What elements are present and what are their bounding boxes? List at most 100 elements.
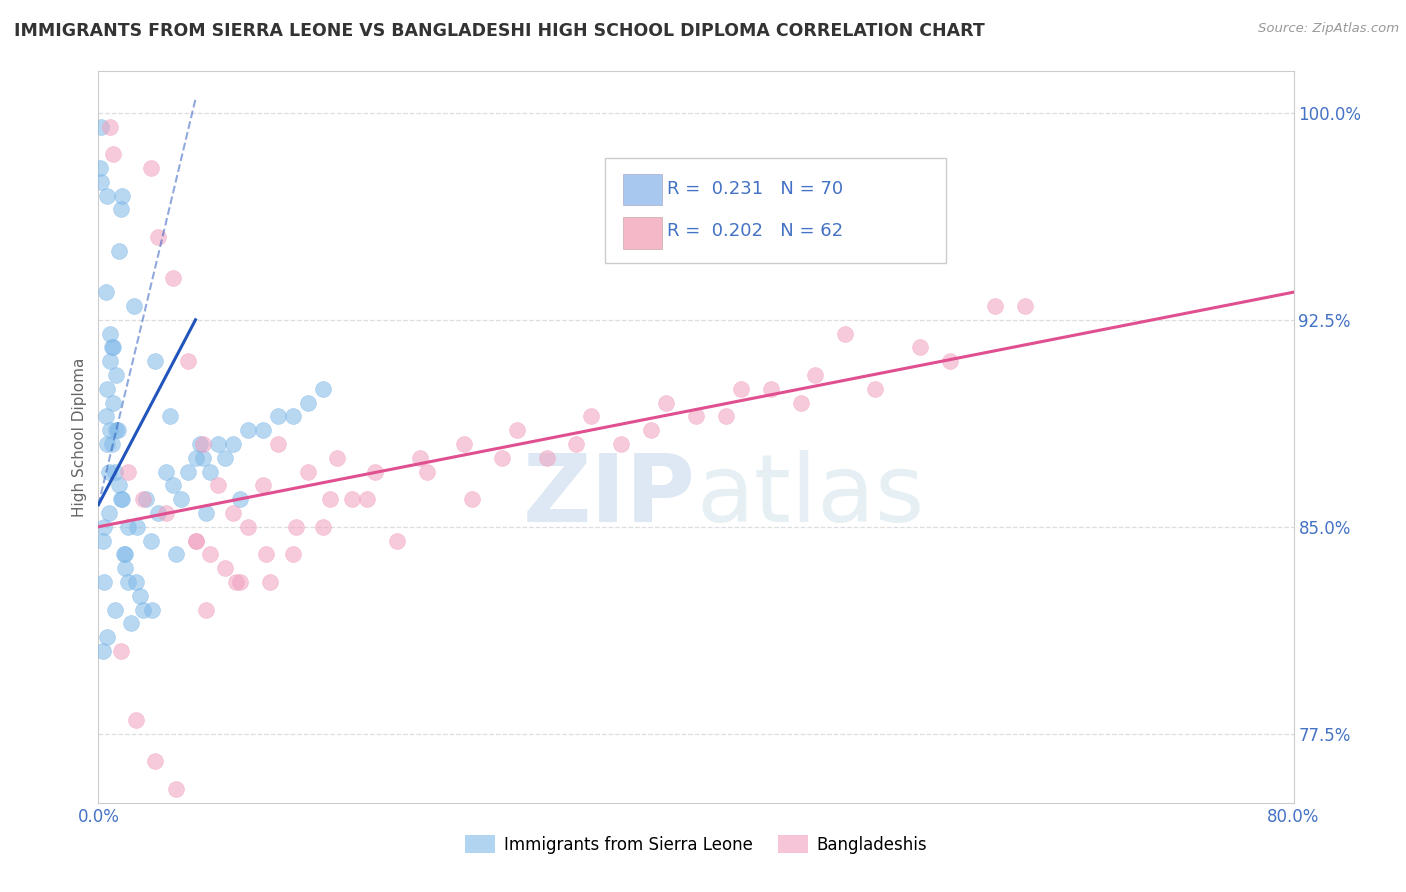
Text: ZIP: ZIP (523, 450, 696, 541)
Point (252, 478, 274, 492)
Point (101, 340, 124, 354)
Point (90, 120, 112, 134)
Point (789, 395, 811, 409)
Point (267, 409, 290, 424)
Point (108, 244, 131, 258)
Point (207, 437, 229, 451)
Point (416, 465, 439, 479)
Point (326, 450, 349, 465)
Point (281, 409, 304, 424)
Point (188, 437, 211, 451)
Point (214, 450, 236, 465)
Point (89, 161, 111, 175)
Point (565, 437, 588, 451)
Point (385, 533, 409, 548)
Point (104, 602, 127, 616)
Point (98, 423, 122, 437)
Point (127, 520, 149, 534)
Point (132, 602, 155, 616)
Point (236, 520, 259, 534)
Point (105, 423, 128, 437)
Point (124, 299, 146, 313)
Point (141, 602, 163, 616)
Point (319, 492, 342, 507)
Point (103, 395, 125, 409)
Y-axis label: High School Diploma: High School Diploma (72, 358, 87, 516)
Point (804, 368, 827, 382)
Point (908, 340, 931, 354)
Point (129, 589, 152, 603)
Point (132, 492, 155, 507)
Point (685, 409, 707, 424)
Point (1014, 299, 1036, 313)
Point (93, 520, 115, 534)
Point (165, 548, 187, 562)
Point (536, 450, 558, 465)
Point (461, 492, 484, 507)
Point (120, 616, 142, 631)
Point (135, 492, 157, 507)
Point (281, 548, 304, 562)
Point (655, 395, 678, 409)
Point (143, 755, 166, 769)
Point (865, 382, 887, 396)
Point (90, 175, 112, 189)
Point (284, 520, 307, 534)
Text: atlas: atlas (696, 450, 924, 541)
Point (506, 423, 529, 437)
Point (108, 478, 131, 492)
Text: Source: ZipAtlas.com: Source: ZipAtlas.com (1258, 22, 1399, 36)
Point (254, 548, 277, 562)
Point (117, 465, 139, 479)
Point (96, 188, 118, 202)
Point (297, 465, 319, 479)
Point (155, 506, 177, 520)
Point (640, 423, 662, 437)
Point (143, 354, 166, 368)
Point (148, 506, 170, 520)
Point (229, 574, 252, 589)
Point (98, 354, 122, 368)
Point (297, 395, 319, 409)
Point (98, 120, 122, 134)
Text: R =  0.231   N = 70: R = 0.231 N = 70 (668, 180, 844, 198)
Point (107, 423, 129, 437)
Point (581, 409, 603, 424)
Point (834, 326, 856, 341)
Point (91, 533, 114, 548)
Point (177, 354, 200, 368)
Point (177, 465, 200, 479)
Point (112, 548, 135, 562)
Point (200, 465, 222, 479)
Point (110, 492, 132, 507)
Point (191, 437, 214, 451)
Point (110, 644, 132, 658)
Point (125, 713, 148, 727)
Point (191, 450, 214, 465)
Point (91, 644, 114, 658)
Point (165, 782, 187, 797)
Text: R =  0.202   N = 62: R = 0.202 N = 62 (668, 222, 844, 240)
Point (162, 478, 184, 492)
Point (117, 520, 139, 534)
Point (184, 533, 207, 548)
Point (139, 533, 162, 548)
Point (111, 188, 134, 202)
Point (97, 506, 120, 520)
Point (103, 147, 125, 161)
Point (96, 382, 118, 396)
Point (97, 465, 120, 479)
Point (222, 506, 245, 520)
Point (259, 574, 281, 589)
Point (103, 340, 125, 354)
Point (159, 409, 181, 424)
Point (759, 382, 782, 396)
Point (195, 506, 218, 520)
Text: IMMIGRANTS FROM SIERRA LEONE VS BANGLADESHI HIGH SCHOOL DIPLOMA CORRELATION CHAR: IMMIGRANTS FROM SIERRA LEONE VS BANGLADE… (14, 22, 984, 40)
Point (356, 492, 378, 507)
Point (311, 520, 333, 534)
Point (311, 382, 333, 396)
Point (114, 561, 136, 575)
Legend: Immigrants from Sierra Leone, Bangladeshis: Immigrants from Sierra Leone, Bangladesh… (458, 829, 934, 860)
Point (195, 602, 218, 616)
